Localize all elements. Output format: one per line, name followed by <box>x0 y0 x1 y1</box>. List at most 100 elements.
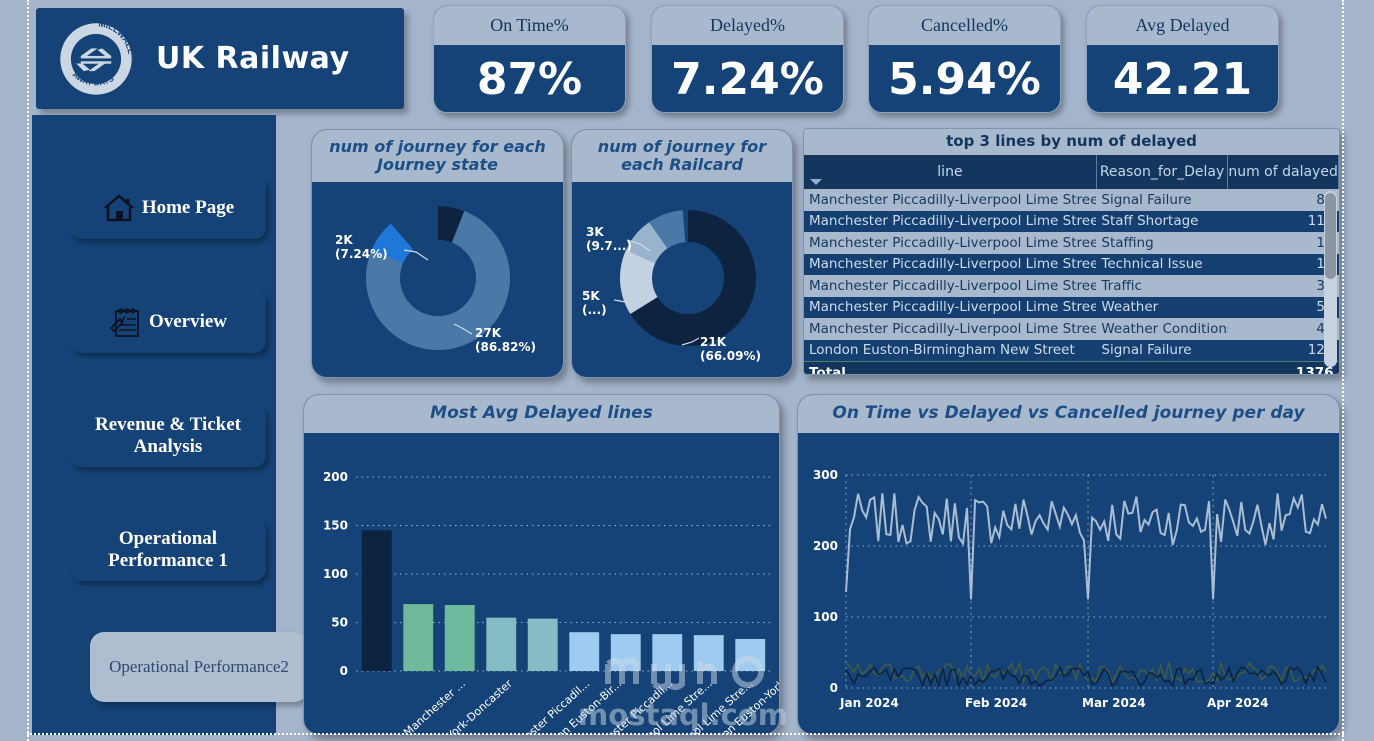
table-cell: 58 <box>1227 296 1339 318</box>
kpi-label: Avg Delayed <box>1087 6 1278 45</box>
table-cell: 80 <box>1227 189 1339 211</box>
total-value: 1376 <box>1227 360 1339 374</box>
table-cell: Manchester Piccadilly-Liverpool Lime Str… <box>804 296 1097 318</box>
line-series[interactable] <box>845 493 1327 600</box>
table-row[interactable]: Manchester Piccadilly-Liverpool Lime Str… <box>804 210 1339 232</box>
kpi-card-cancelled: Cancelled% 5.94% <box>868 5 1061 113</box>
bar[interactable] <box>403 604 434 671</box>
bar[interactable] <box>652 634 683 671</box>
table-row[interactable]: Manchester Piccadilly-Liverpool Lime Str… <box>804 318 1339 340</box>
column-header-line[interactable]: line <box>804 155 1097 189</box>
panel-title: Most Avg Delayed lines <box>304 395 779 433</box>
kpi-card-avg-delayed: Avg Delayed 42.21 <box>1086 5 1279 113</box>
bar[interactable] <box>693 635 724 671</box>
table-body: Manchester Piccadilly-Liverpool Lime Str… <box>804 189 1339 374</box>
kpi-label: On Time% <box>434 6 625 45</box>
bar-chart[interactable]: 0 50 100 150 200 Manchester ... York-Doncaste… <box>304 433 779 734</box>
svg-text:100: 100 <box>323 567 348 581</box>
line-x-tick-label: Jan 2024 <box>840 696 899 710</box>
panel-top-lines-table: top 3 lines by num of delayed line Reaso… <box>803 128 1340 375</box>
table-row[interactable]: Manchester Piccadilly-Liverpool Lime Str… <box>804 253 1339 275</box>
table-cell: 18 <box>1227 253 1339 275</box>
table-total-row: Total 1376 <box>804 360 1339 374</box>
sidebar-item-revenue-ticket-analysis[interactable]: Revenue & Ticket Analysis <box>70 404 266 467</box>
bar[interactable] <box>486 617 517 671</box>
table-cell: 43 <box>1227 318 1339 340</box>
donut-label-railcard-5k: 5K (...) <box>582 289 607 317</box>
column-header-num-delayed[interactable]: num of dalayed <box>1227 155 1339 189</box>
sidebar-item-label: Revenue & Ticket Analysis <box>94 413 241 457</box>
donut-chart-journey-state[interactable]: 2K (7.24%) 27K (86.82%) <box>312 182 563 377</box>
table-cell: 110 <box>1227 210 1339 232</box>
sort-descending-icon[interactable] <box>810 179 822 185</box>
table-scrollbar-thumb[interactable] <box>1325 193 1336 279</box>
column-header-reason[interactable]: Reason_for_Delay <box>1096 155 1229 189</box>
sidebar-item-label: Home Page <box>141 196 235 218</box>
line-x-tick-label: Mar 2024 <box>1082 696 1146 710</box>
table-cell: 124 <box>1227 339 1339 361</box>
table-row[interactable]: London Euston-Birmingham New Street Signa… <box>804 339 1339 361</box>
table-cell: Weather <box>1096 296 1228 318</box>
bar[interactable] <box>610 634 641 671</box>
donut-label-railcard-21k: 21K (66.09%) <box>700 335 761 363</box>
panel-title: num of journey for each Journey state <box>312 130 563 182</box>
table-cell: Traffic <box>1096 275 1228 297</box>
bar[interactable] <box>569 632 600 671</box>
kpi-card-on-time: On Time% 87% <box>433 5 626 113</box>
home-icon <box>104 193 134 221</box>
svg-text:0: 0 <box>830 681 838 695</box>
kpi-value: 87% <box>476 54 583 105</box>
sidebar-item-overview[interactable]: Overview <box>70 290 266 353</box>
kpi-label: Delayed% <box>652 6 843 45</box>
kpi-card-delayed: Delayed% 7.24% <box>651 5 844 113</box>
panel-title: On Time vs Delayed vs Cancelled journey … <box>798 395 1339 433</box>
table-cell: Manchester Piccadilly-Liverpool Lime Str… <box>804 253 1097 275</box>
table-scrollbar[interactable] <box>1324 191 1337 367</box>
table-cell: Weather Conditions <box>1096 318 1228 340</box>
svg-text:0: 0 <box>340 664 348 678</box>
svg-text:50: 50 <box>331 616 348 630</box>
bar[interactable] <box>735 638 766 671</box>
selection-border-bottom <box>27 733 1344 735</box>
bar[interactable] <box>527 618 558 671</box>
table-scroll-area[interactable]: line Reason_for_Delay num of dalayed Man… <box>804 155 1339 374</box>
donut-label-railcard-3k: 3K (9.7...) <box>586 225 632 253</box>
table-cell: London Euston-Birmingham New Street <box>804 339 1097 361</box>
millwall-away-days-railway-logo: MILLWALL AWAY DAYS <box>60 21 134 95</box>
table-row[interactable]: Manchester Piccadilly-Liverpool Lime Str… <box>804 296 1339 318</box>
table-row[interactable]: Manchester Piccadilly-Liverpool Lime Str… <box>804 275 1339 297</box>
kpi-value: 42.21 <box>1112 54 1253 105</box>
table-row[interactable]: Manchester Piccadilly-Liverpool Lime Str… <box>804 189 1339 211</box>
table-cell: Technical Issue <box>1096 253 1228 275</box>
table-cell: Staff Shortage <box>1096 210 1228 232</box>
line-x-tick-label: Feb 2024 <box>965 696 1028 710</box>
sidebar-item-label: Operational Performance2 <box>109 657 289 676</box>
svg-text:300: 300 <box>813 468 838 482</box>
line-series[interactable] <box>845 665 1327 689</box>
sidebar-item-operational-performance-1[interactable]: Operational Performance 1 <box>70 518 266 581</box>
donut-label-delayed: 2K (7.24%) <box>335 233 388 261</box>
line-x-tick-label: Apr 2024 <box>1207 696 1269 710</box>
table-cell: Manchester Piccadilly-Liverpool Lime Str… <box>804 189 1097 211</box>
table-cell: Manchester Piccadilly-Liverpool Lime Str… <box>804 275 1097 297</box>
app-title-card: MILLWALL AWAY DAYS UK Railway <box>36 8 404 109</box>
sidebar: Home Page Overview Revenue & Ticket Anal… <box>32 115 308 735</box>
bar[interactable] <box>444 605 475 671</box>
line-series[interactable] <box>845 659 1327 685</box>
panel-journey-state-donut: num of journey for each Journey state 2K… <box>311 129 564 378</box>
table-row[interactable]: Manchester Piccadilly-Liverpool Lime Str… <box>804 232 1339 254</box>
table-cell: Manchester Piccadilly-Liverpool Lime Str… <box>804 232 1097 254</box>
panel-railcard-donut: num of journey for each Railcard 3K (9.7… <box>571 129 793 378</box>
sidebar-item-home-page[interactable]: Home Page <box>70 176 266 239</box>
panel-ontime-delayed-cancelled: On Time vs Delayed vs Cancelled journey … <box>797 394 1340 735</box>
kpi-value: 5.94% <box>888 54 1041 105</box>
bar[interactable] <box>361 530 392 671</box>
line-chart[interactable]: 0 100 200 300 Jan 2024 Feb 2024 Mar 2024 Apr 2… <box>798 433 1339 734</box>
sidebar-item-operational-performance-2[interactable]: Operational Performance2 <box>90 632 308 702</box>
page-title: UK Railway <box>156 41 350 76</box>
table-cell: 31 <box>1227 275 1339 297</box>
svg-text:200: 200 <box>323 470 348 484</box>
total-blank <box>1096 360 1228 374</box>
donut-chart-railcard[interactable]: 3K (9.7...) 5K (...) 21K (66.09%) <box>572 182 792 377</box>
svg-text:150: 150 <box>323 519 348 533</box>
